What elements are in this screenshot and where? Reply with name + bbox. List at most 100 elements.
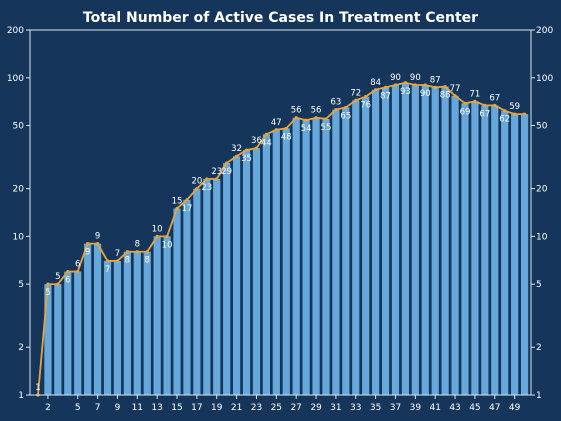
x-tick-label-31: 31	[330, 403, 341, 413]
bar-day-7	[93, 243, 102, 395]
data-label-day-27: 56	[291, 106, 302, 116]
bar-day-36	[381, 87, 390, 395]
data-label-day-30: 55	[321, 123, 332, 133]
bar-day-47	[491, 105, 499, 395]
data-label-day-43: 77	[450, 84, 461, 94]
bar-day-41	[431, 87, 439, 395]
line-point-day-24	[264, 132, 268, 136]
bar-day-50	[520, 114, 529, 396]
data-label-day-8: 7	[105, 265, 110, 275]
y-tick-label-right-200: 200	[536, 26, 553, 36]
x-tick-label-37: 37	[390, 403, 401, 413]
y-tick-label-left-2: 2	[18, 343, 24, 353]
line-point-day-49	[513, 112, 517, 116]
line-point-day-40	[423, 83, 427, 87]
bar-day-48	[501, 110, 509, 395]
bar-day-38	[401, 82, 410, 395]
bar-day-22	[242, 150, 251, 395]
data-label-day-17: 20	[191, 177, 202, 187]
bar-day-42	[441, 86, 449, 395]
line-point-day-10	[125, 250, 129, 254]
data-label-day-6: 9	[85, 248, 90, 258]
x-tick-label-43: 43	[449, 403, 460, 413]
line-point-day-19	[215, 177, 219, 181]
series-line	[37, 81, 525, 396]
x-tick-label-5: 5	[75, 403, 81, 413]
line-point-day-33	[354, 98, 358, 102]
line-point-day-37	[393, 83, 398, 87]
bars-layer	[34, 82, 529, 396]
data-label-day-23: 36	[251, 136, 262, 146]
chart-title: Total Number of Active Cases In Treatmen…	[83, 10, 478, 26]
data-label-day-11: 8	[135, 240, 140, 250]
y-tick-label-right-10: 10	[536, 232, 548, 242]
line-point-day-46	[483, 103, 487, 107]
data-label-day-4: 6	[65, 276, 70, 286]
data-label-day-18: 23	[201, 183, 212, 193]
data-label-day-26: 48	[281, 132, 292, 142]
x-tick-label-47: 47	[489, 403, 500, 413]
bar-day-11	[133, 251, 141, 395]
bar-day-32	[342, 107, 350, 396]
data-label-day-10: 8	[125, 256, 130, 266]
data-label-day-12: 8	[145, 256, 150, 266]
data-label-day-3: 5	[55, 272, 60, 282]
x-tick-label-29: 29	[310, 403, 322, 413]
y-tick-label-left-20: 20	[13, 185, 25, 195]
line-point-day-43	[453, 94, 457, 98]
data-label-day-42: 88	[440, 91, 451, 101]
x-tick-label-41: 41	[429, 403, 440, 413]
line-point-day-13	[155, 234, 159, 238]
bar-day-16	[183, 199, 191, 395]
line-point-day-8	[105, 259, 110, 263]
x-tick-label-7: 7	[95, 403, 101, 413]
bar-day-25	[272, 129, 280, 396]
line-point-day-41	[433, 85, 437, 89]
y-tick-label-left-5: 5	[18, 280, 24, 290]
bar-day-37	[391, 85, 400, 395]
data-label-day-40: 90	[420, 89, 431, 99]
line-point-day-21	[235, 154, 239, 158]
bar-day-44	[461, 103, 469, 396]
data-label-day-36: 87	[380, 91, 391, 101]
data-label-day-14: 10	[162, 240, 173, 250]
bar-day-19	[213, 178, 221, 395]
bar-day-6	[84, 243, 92, 395]
bar-day-13	[153, 236, 161, 395]
line-point-day-42	[443, 84, 447, 89]
y-tick-label-left-200: 200	[7, 26, 24, 36]
data-label-day-16: 17	[182, 204, 193, 214]
line-point-day-12	[145, 250, 149, 254]
bar-day-17	[193, 188, 201, 395]
line-point-day-25	[274, 128, 278, 132]
data-label-day-41: 87	[430, 75, 441, 85]
line-point-day-20	[225, 161, 229, 165]
line-point-day-29	[314, 116, 318, 120]
data-label-day-13: 10	[152, 224, 163, 234]
data-label-day-29: 56	[311, 106, 322, 116]
y-tick-label-right-1: 1	[536, 391, 542, 401]
bar-day-10	[123, 251, 131, 395]
bar-day-23	[252, 148, 261, 395]
bar-day-46	[481, 105, 489, 395]
x-tick-label-9: 9	[115, 403, 121, 413]
line-point-day-47	[493, 103, 497, 107]
data-label-day-21: 32	[231, 144, 242, 154]
line-point-day-35	[374, 88, 378, 92]
x-tick-label-45: 45	[469, 403, 480, 413]
line-point-day-27	[294, 116, 298, 120]
bar-day-35	[372, 89, 380, 396]
line-point-day-45	[473, 99, 477, 103]
bar-day-39	[411, 85, 419, 395]
data-label-day-7: 9	[95, 232, 100, 242]
line-point-day-17	[195, 187, 199, 191]
line-point-day-34	[364, 95, 368, 99]
x-tick-label-25: 25	[271, 403, 282, 413]
x-tick-label-33: 33	[350, 403, 361, 413]
bar-day-15	[173, 208, 181, 395]
bar-day-12	[143, 251, 151, 395]
y-tick-label-right-5: 5	[536, 280, 542, 290]
y-tick-label-right-50: 50	[536, 122, 548, 132]
